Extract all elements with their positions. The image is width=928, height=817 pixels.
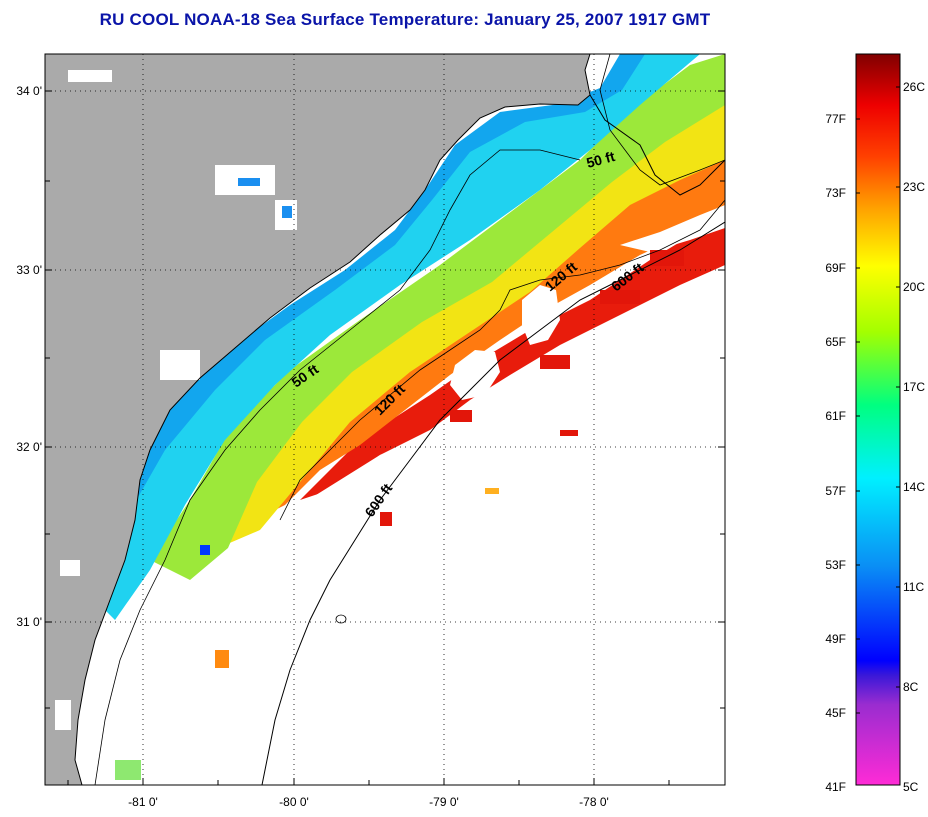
cb-f-77: 77F <box>825 112 846 126</box>
cloud-gap-mid <box>450 350 500 400</box>
cb-f-41: 41F <box>825 780 846 794</box>
lat-label-33: 33 0' <box>16 263 42 277</box>
cb-f-69: 69F <box>825 261 846 275</box>
cloud-gap-shelf <box>522 285 560 345</box>
coastline <box>74 94 591 785</box>
cloud-gap-northeast <box>620 205 725 252</box>
lat-label-34: 34 0' <box>16 84 42 98</box>
contour-600ft <box>261 221 725 785</box>
chart-title: RU COOL NOAA-18 Sea Surface Temperature:… <box>99 10 711 29</box>
map-frame <box>44 53 726 786</box>
cb-f-49: 49F <box>825 632 846 646</box>
lat-label-32: 32 0' <box>16 440 42 454</box>
lon-label-79: -79 0' <box>429 795 459 809</box>
sst-band-yellow <box>225 100 725 545</box>
cb-c-5: 5C <box>903 780 919 794</box>
contour-50ft <box>94 54 725 785</box>
contour-label-50ft-north: 50 ft <box>585 148 617 171</box>
lon-label-80: -80 0' <box>279 795 309 809</box>
cb-c-20: 20C <box>903 280 925 294</box>
lon-label-78: -78 0' <box>579 795 609 809</box>
contour-120ft <box>279 199 725 521</box>
cb-f-45: 45F <box>825 706 846 720</box>
warm-pixel-patches <box>380 250 684 526</box>
colorbar <box>855 53 901 786</box>
lon-label-81: -81 0' <box>128 795 158 809</box>
axis-ticks <box>45 90 725 785</box>
map-area: 50 ft 120 ft 600 ft 50 ft 120 ft 600 ft <box>45 54 725 785</box>
cb-f-65: 65F <box>825 335 846 349</box>
cb-f-57: 57F <box>825 484 846 498</box>
cb-f-53: 53F <box>825 558 846 572</box>
cb-c-14: 14C <box>903 480 925 494</box>
cb-c-17: 17C <box>903 380 925 394</box>
coastline-north <box>584 54 725 196</box>
sst-band-orange <box>255 150 725 520</box>
sst-band-warm-red <box>300 215 725 500</box>
cb-c-8: 8C <box>903 680 919 694</box>
cb-f-61: 61F <box>825 409 846 423</box>
lat-lon-grid <box>45 54 725 785</box>
land-water-specks <box>238 178 292 218</box>
lat-label-31: 31 0' <box>16 615 42 629</box>
contour-600ft-closed <box>335 614 347 624</box>
misc-pixel-patches <box>115 488 499 780</box>
land-mass <box>45 54 590 785</box>
colorbar-ticks <box>856 86 900 714</box>
cb-f-73: 73F <box>825 186 846 200</box>
sst-band-green <box>150 54 725 580</box>
cb-c-23: 23C <box>903 180 925 194</box>
cb-c-11: 11C <box>903 580 924 594</box>
cb-c-26: 26C <box>903 80 925 94</box>
